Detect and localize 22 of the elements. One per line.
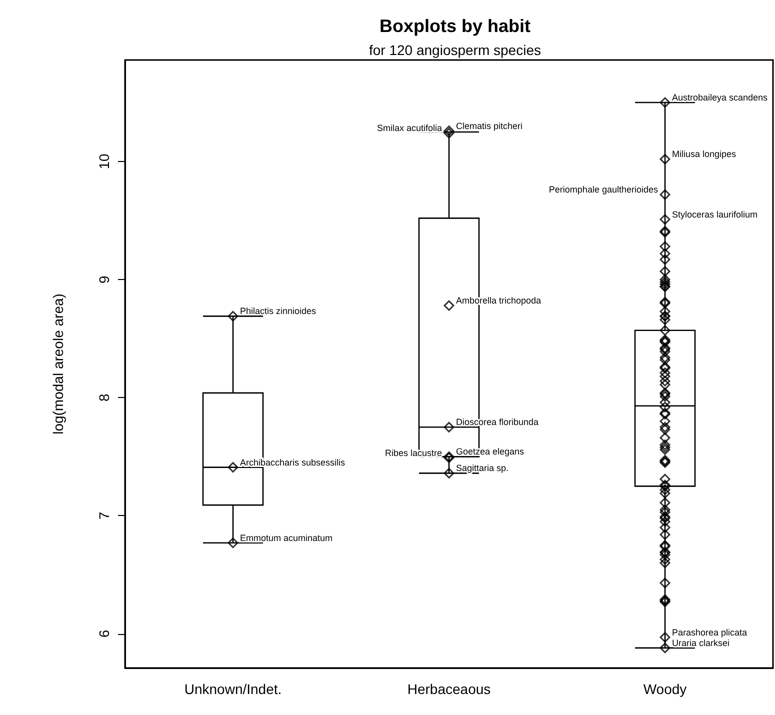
annotation: Clematis pitcheri [456, 120, 523, 131]
annotation: Smilax acutifolia [376, 123, 442, 134]
y-tick-label: 9 [96, 275, 112, 284]
y-tick-label: 7 [96, 512, 112, 520]
annotation: Periomphale gaultherioides [548, 184, 658, 195]
y-tick-label: 10 [96, 154, 112, 170]
x-tick-label: Unknown/Indet. [184, 681, 282, 697]
annotation: Philactis zinnioides [240, 306, 317, 316]
annotation: Austrobaileya scandens [672, 92, 768, 102]
annotation: Miliusa longipes [672, 149, 737, 160]
annotation: Emmotum acuminatum [240, 532, 333, 543]
annotation: Sagittaria sp. [456, 463, 509, 474]
y-axis-title: log(modal areole area) [50, 294, 66, 434]
chart-subtitle: for 120 angiosperm species [369, 42, 541, 58]
x-tick-label: Herbaceaous [407, 681, 491, 697]
x-tick-label: Woody [643, 681, 687, 697]
y-tick-label: 6 [96, 630, 112, 638]
annotation: Uraria clarksei [672, 638, 730, 648]
annotation: Styloceras laurifolium [672, 209, 758, 220]
y-tick-label: 8 [96, 394, 112, 402]
annotation: Parashorea plicata [672, 627, 748, 638]
chart-title: Boxplots by habit [379, 16, 531, 36]
